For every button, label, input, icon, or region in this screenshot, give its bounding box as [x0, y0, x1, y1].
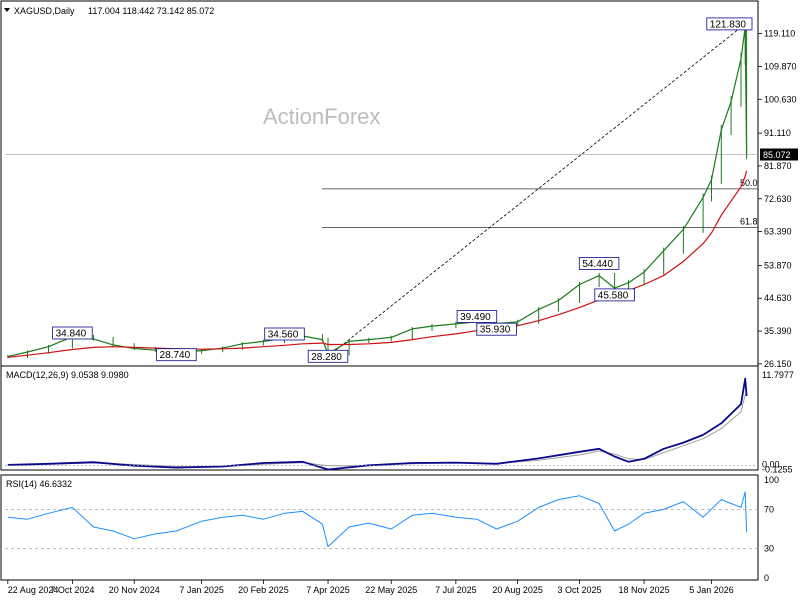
low-2874-box	[156, 348, 197, 362]
price-annotations: 121.830 34.840 34.560 28.740 28.280 39.490 35.…	[52, 17, 753, 363]
rsi-title: RSI(14) 46.6332	[6, 479, 72, 489]
x-tick-label: 22 Aug 2024	[8, 585, 59, 595]
x-tick-label: 18 Nov 2025	[619, 585, 670, 595]
y-tick-label: 26.150	[764, 359, 792, 369]
x-tick-label: 3 Oct 2025	[557, 585, 601, 595]
low-2828-box	[307, 349, 349, 363]
high-5444-box	[578, 256, 620, 270]
low-3593-label: 35.930	[480, 325, 511, 336]
ohlc-values: 117.004 118.442 73.142 85.072	[88, 6, 214, 16]
price-panel	[0, 0, 759, 370]
low-2828-label: 28.280	[311, 352, 342, 363]
high-3456-label: 34.560	[268, 330, 299, 341]
rsi-tick-label: 100	[764, 475, 779, 485]
price-line	[7, 26, 748, 358]
current-price-tag	[760, 148, 798, 161]
macd-line	[7, 377, 748, 471]
price-series	[7, 20, 748, 359]
fib-50-label: 50.0	[740, 178, 758, 188]
rsi-series: 100 70 30 0	[5, 475, 779, 583]
symbol-dropdown-icon[interactable]	[4, 8, 10, 12]
low-4558-box	[594, 288, 635, 302]
x-tick-label: 7 Jan 2025	[179, 585, 224, 595]
high-5444-label: 54.440	[582, 259, 613, 270]
trendline	[327, 23, 746, 357]
macd-tick-label: -0.1255	[762, 465, 793, 475]
x-tick-label: 7 Jul 2025	[435, 585, 477, 595]
low-3593-box	[476, 322, 517, 336]
y-tick-label: 53.870	[764, 260, 792, 270]
y-tick-label: 35.390	[764, 326, 792, 336]
ma-line	[7, 170, 748, 358]
low-4558-label: 45.580	[598, 290, 629, 301]
macd-panel	[0, 365, 759, 471]
y-tick-label: 63.390	[764, 227, 792, 237]
y-tick-label: 44.630	[764, 293, 792, 303]
y-tick-label: 91.110	[764, 128, 791, 138]
macd-tick-label: 0.00	[762, 460, 780, 470]
rsi-tick-label: 30	[764, 544, 774, 554]
x-tick-label: 5 Jan 2026	[689, 585, 734, 595]
x-tick-label: 20 Aug 2025	[492, 585, 543, 595]
x-tick-label: 20 Feb 2025	[238, 585, 289, 595]
rsi-tick-label: 70	[764, 504, 774, 514]
x-tick-label: 7 Oct 2024	[50, 585, 94, 595]
price-y-axis: 119.110 109.870 100.630 91.110 81.870 72.630 6…	[758, 29, 798, 369]
fib-618-label: 61.8	[740, 217, 758, 227]
x-tick-label: 7 Apr 2025	[306, 585, 350, 595]
dashed-trendline	[327, 23, 746, 357]
x-tick-label: 20 Nov 2024	[109, 585, 160, 595]
macd-series: 11.7977 0.00-0.1255	[5, 370, 794, 475]
price-levels: 50.0 61.8	[5, 154, 758, 229]
high-3949-label: 39.490	[460, 312, 491, 323]
high-3949-box	[456, 310, 498, 323]
macd-title: MACD(12,26,9) 9.0538 9.0980	[6, 370, 129, 380]
current-price-label: 85.072	[763, 150, 791, 160]
rsi-panel	[0, 474, 759, 581]
x-tick-label: 22 May 2025	[365, 585, 417, 595]
y-tick-label: 100.630	[764, 94, 797, 104]
y-tick-label: 119.110	[764, 29, 795, 39]
high-3484-box	[52, 326, 93, 340]
low-2874-label: 28.740	[160, 350, 191, 361]
high-3456-box	[264, 327, 305, 341]
y-tick-label: 81.870	[764, 161, 792, 171]
peak-121-label: 121.830	[710, 19, 747, 30]
y-tick-label: 109.870	[764, 61, 797, 71]
peak-121-box	[706, 17, 753, 31]
macd-tick-label: 11.7977	[762, 370, 794, 380]
rsi-tick-label: 0	[764, 573, 769, 583]
chart-header: XAGUSD,Daily 117.004 118.442 73.142 85.0…	[4, 6, 214, 16]
symbol-label: XAGUSD,Daily	[14, 6, 75, 16]
y-tick-label: 72.630	[764, 194, 792, 204]
watermark: ActionForex	[263, 104, 380, 129]
high-3484-label: 34.840	[56, 329, 87, 340]
rsi-line	[7, 491, 748, 548]
